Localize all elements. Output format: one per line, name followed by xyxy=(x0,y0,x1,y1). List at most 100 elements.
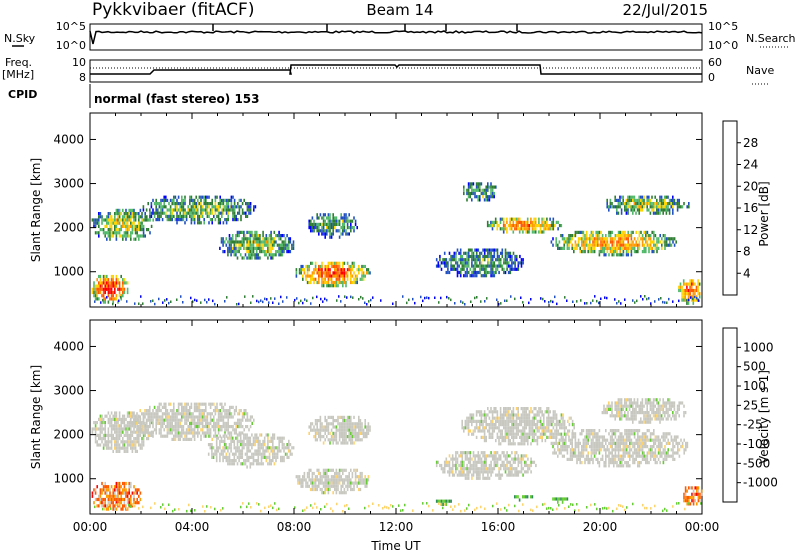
range-cell xyxy=(322,300,324,303)
range-cell xyxy=(517,463,520,468)
range-cell xyxy=(614,250,617,254)
range-cell xyxy=(329,216,331,220)
range-cell xyxy=(316,222,318,226)
range-cell xyxy=(482,195,484,199)
range-cell xyxy=(222,421,225,425)
range-cell xyxy=(310,478,312,482)
range-cell xyxy=(690,285,693,289)
range-cell xyxy=(471,185,473,189)
range-cell xyxy=(322,475,325,479)
range-cell xyxy=(255,230,258,234)
range-cell xyxy=(351,475,354,479)
range-cell xyxy=(488,248,491,252)
range-cell xyxy=(651,240,653,244)
range-cell xyxy=(106,237,108,241)
range-cell xyxy=(695,295,698,299)
range-cell xyxy=(161,198,164,202)
range-cell xyxy=(690,279,693,283)
range-cell xyxy=(619,234,621,238)
range-cell xyxy=(498,467,500,471)
range-cell xyxy=(456,457,459,461)
range-cell xyxy=(496,463,499,468)
range-cell xyxy=(287,250,290,254)
range-cell xyxy=(281,234,284,238)
range-cell xyxy=(540,297,542,300)
range-cell xyxy=(138,215,140,219)
range-cell xyxy=(694,282,696,286)
range-cell xyxy=(230,449,232,453)
range-cell xyxy=(123,440,126,444)
range-cell xyxy=(142,302,144,305)
range-cell xyxy=(265,433,268,437)
range-cell xyxy=(526,230,529,234)
range-cell xyxy=(369,428,371,432)
range-cell xyxy=(147,415,149,419)
range-cell xyxy=(123,290,126,295)
range-cell xyxy=(451,470,454,474)
range-cell xyxy=(126,449,129,453)
range-cell xyxy=(502,217,505,221)
range-cell xyxy=(585,243,588,247)
range-cell xyxy=(298,301,300,305)
range-cell xyxy=(101,294,103,298)
range-cell xyxy=(506,432,508,436)
range-cell xyxy=(238,449,240,453)
range-cell xyxy=(509,220,511,224)
range-cell xyxy=(107,221,110,225)
range-cell xyxy=(163,421,165,425)
range-cell xyxy=(490,195,492,199)
range-cell xyxy=(338,235,341,239)
range-cell xyxy=(362,277,365,281)
range-cell xyxy=(324,481,326,485)
range-cell xyxy=(155,202,157,206)
range-cell xyxy=(126,290,129,295)
date-title: 22/Jul/2015 xyxy=(623,1,708,19)
range-cell xyxy=(246,240,248,244)
range-cell xyxy=(287,240,290,244)
range-cell xyxy=(498,429,500,433)
range-cell xyxy=(501,439,503,443)
range-cell xyxy=(479,460,481,464)
range-cell xyxy=(249,246,252,250)
range-cell xyxy=(477,185,479,189)
range-cell xyxy=(241,240,244,244)
range-cell xyxy=(316,438,318,442)
range-cell xyxy=(262,452,264,456)
range-cell xyxy=(471,413,473,417)
range-cell xyxy=(233,218,236,222)
range-cell xyxy=(667,195,669,199)
range-cell xyxy=(166,428,169,432)
range-cell xyxy=(131,212,134,216)
range-cell xyxy=(334,216,336,220)
range-cell xyxy=(114,414,116,418)
range-cell xyxy=(174,418,177,422)
range-cell xyxy=(267,436,269,440)
range-cell xyxy=(255,459,258,463)
range-cell xyxy=(166,425,169,429)
range-cell xyxy=(179,202,181,206)
range-cell xyxy=(152,299,154,302)
range-cell xyxy=(437,261,440,265)
range-cell xyxy=(483,258,486,262)
range-cell xyxy=(115,449,118,453)
range-cell xyxy=(517,264,520,268)
range-cell xyxy=(267,462,269,466)
range-cell xyxy=(348,471,350,476)
range-cell xyxy=(230,195,233,199)
range-cell xyxy=(217,221,220,225)
range-cell xyxy=(353,441,355,445)
range-cell xyxy=(117,424,119,428)
range-cell xyxy=(464,467,467,471)
range-cell xyxy=(337,261,339,265)
range-cell xyxy=(608,253,610,257)
range-cell xyxy=(343,425,346,429)
range-cell xyxy=(254,439,256,443)
range-cell xyxy=(698,282,701,286)
range-cell xyxy=(209,421,212,425)
range-cell xyxy=(635,202,637,206)
range-cell xyxy=(272,301,274,304)
range-cell xyxy=(342,219,344,223)
range-cell xyxy=(641,198,644,202)
range-cell xyxy=(438,301,440,304)
range-cell xyxy=(262,246,264,250)
